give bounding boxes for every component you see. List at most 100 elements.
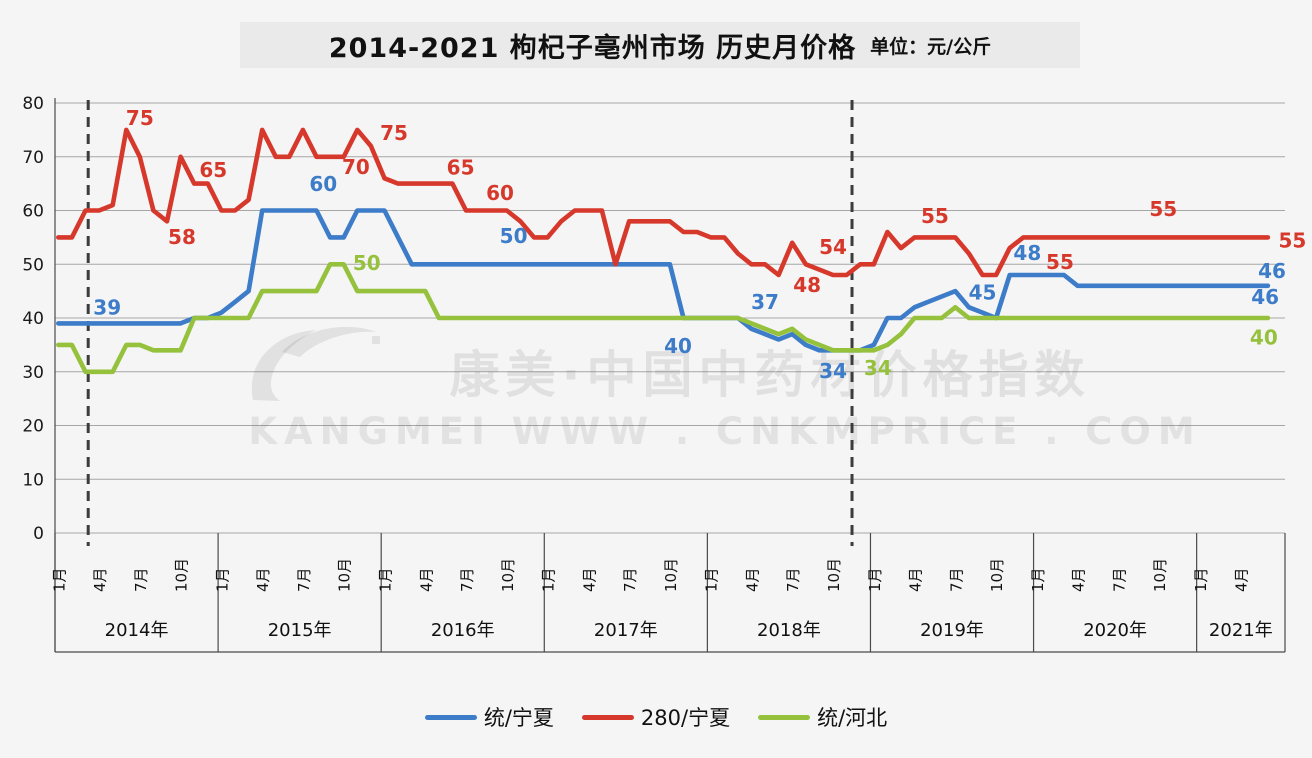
- point-label: 55: [1149, 197, 1177, 221]
- point-label: 55: [1278, 229, 1306, 253]
- month-tick-label: 4月: [907, 567, 925, 592]
- legend-label: 统/河北: [817, 706, 888, 730]
- y-tick-label: 50: [22, 255, 44, 275]
- month-tick-label: 1月: [213, 567, 231, 592]
- point-label: 65: [199, 158, 227, 182]
- point-label: 48: [1013, 241, 1041, 265]
- series-line-统/宁夏: [55, 208, 1271, 353]
- month-tick-label: 7月: [295, 567, 313, 592]
- month-tick-label: 10月: [173, 558, 191, 592]
- month-tick-label: 1月: [376, 567, 394, 592]
- month-tick-label: 4月: [1233, 567, 1251, 592]
- y-tick-label: 40: [22, 309, 44, 329]
- year-label: 2020年: [1083, 620, 1147, 641]
- chart-title: 2014-2021 枸杞子亳州市场 历史月价格: [328, 32, 857, 64]
- point-label: 55: [921, 204, 949, 228]
- legend-swatch-green: [758, 714, 811, 720]
- point-label: 46: [1251, 285, 1279, 309]
- month-tick-label: 4月: [91, 567, 109, 592]
- month-tick-label: 7月: [621, 567, 639, 592]
- month-tick-label: 1月: [866, 567, 884, 592]
- point-label: 39: [93, 295, 121, 319]
- y-tick-label: 80: [22, 94, 44, 114]
- legend-label: 280/宁夏: [640, 706, 731, 730]
- series-line-280/宁夏: [55, 127, 1271, 278]
- watermark-text-en: KANGMEI WWW . CNKMPRICE . COM: [248, 410, 1201, 453]
- y-tick-label: 20: [22, 417, 44, 437]
- point-label: 48: [793, 273, 821, 297]
- point-label: 34: [819, 359, 847, 383]
- year-label: 2019年: [920, 620, 984, 641]
- legend-label: 统/宁夏: [483, 706, 554, 730]
- point-label: 50: [353, 251, 381, 275]
- watermark-logo-swoosh: [251, 330, 316, 401]
- month-tick-label: 10月: [825, 558, 843, 592]
- month-tick-label: 10月: [662, 558, 680, 592]
- point-label: 50: [500, 224, 528, 248]
- y-tick-label: 30: [22, 363, 44, 383]
- point-label: 40: [1250, 325, 1278, 349]
- month-tick-label: 1月: [703, 567, 721, 592]
- point-label: 70: [342, 155, 370, 179]
- point-label: 46: [1258, 259, 1286, 283]
- month-tick-label: 4月: [254, 567, 272, 592]
- watermark-text-cn: 康美·中国中药材价格指数: [450, 346, 1091, 404]
- year-label: 2021年: [1209, 620, 1273, 641]
- month-tick-label: 7月: [1110, 567, 1128, 592]
- legend-swatch-red: [581, 714, 634, 720]
- series-line-统/河北: [55, 261, 1271, 375]
- legend-item-tong-ningxia: 统/宁夏: [424, 702, 554, 732]
- y-tick-label: 10: [22, 470, 44, 490]
- point-label: 75: [380, 121, 408, 145]
- month-tick-label: 7月: [458, 567, 476, 592]
- year-label: 2018年: [757, 620, 821, 641]
- chart-unit-label: 单位：元/公斤: [870, 35, 992, 58]
- month-tick-label: 1月: [1192, 567, 1210, 592]
- year-label: 2017年: [594, 620, 658, 641]
- month-tick-label: 1月: [50, 567, 68, 592]
- legend-item-tong-hebei: 统/河北: [758, 702, 887, 732]
- year-label: 2016年: [431, 620, 495, 641]
- month-tick-label: 4月: [417, 567, 435, 592]
- month-tick-label: 10月: [499, 558, 517, 592]
- point-label: 40: [664, 334, 692, 358]
- month-labels: 1月 4月 7月 10月 1月 4月 7月 10月 1月 4月 7月 10月 1月 4月 7月 10月 1月 4月…: [50, 558, 1250, 592]
- point-label: 55: [1046, 250, 1074, 274]
- month-tick-label: 4月: [743, 567, 761, 592]
- point-label: 34: [864, 356, 892, 380]
- month-tick-label: 10月: [988, 558, 1006, 592]
- y-axis-labels: 0 10 20 30 40 50 60 70 80: [22, 94, 44, 544]
- chart-title-band: 2014-2021 枸杞子亳州市场 历史月价格 单位：元/公斤: [240, 22, 1080, 68]
- month-tick-label: 1月: [540, 567, 558, 592]
- point-label: 45: [969, 281, 997, 305]
- watermark-logo-dot: [372, 336, 380, 344]
- legend-item-280-ningxia: 280/宁夏: [581, 702, 731, 732]
- watermark-logo-wing: [282, 326, 376, 357]
- month-tick-label: 7月: [784, 567, 802, 592]
- legend-swatch-blue: [424, 714, 477, 720]
- point-label: 60: [486, 181, 514, 205]
- month-tick-label: 1月: [1029, 567, 1047, 592]
- month-tick-label: 4月: [580, 567, 598, 592]
- month-tick-label: 7月: [132, 567, 150, 592]
- month-tick-label: 7月: [947, 567, 965, 592]
- axis-frame: [54, 98, 1286, 653]
- month-tick-label: 4月: [1070, 567, 1088, 592]
- month-tick-label: 10月: [1151, 558, 1169, 592]
- watermark: 康美·中国中药材价格指数 KANGMEI WWW . CNKMPRICE . CO…: [248, 326, 1201, 453]
- point-label: 58: [168, 225, 196, 249]
- point-label: 65: [447, 156, 475, 180]
- point-label: 37: [751, 290, 779, 314]
- y-tick-label: 70: [22, 148, 44, 168]
- y-tick-label: 0: [33, 524, 44, 544]
- year-label: 2014年: [105, 620, 169, 641]
- point-label: 54: [819, 235, 847, 259]
- chart-legend: 统/宁夏 280/宁夏 统/河北: [0, 702, 1312, 732]
- year-labels: 2014年 2015年 2016年 2017年 2018年 2019年 2020年 2021年: [105, 620, 1273, 641]
- month-tick-label: 10月: [336, 558, 354, 592]
- point-label: 60: [309, 172, 337, 196]
- point-label: 75: [126, 106, 154, 130]
